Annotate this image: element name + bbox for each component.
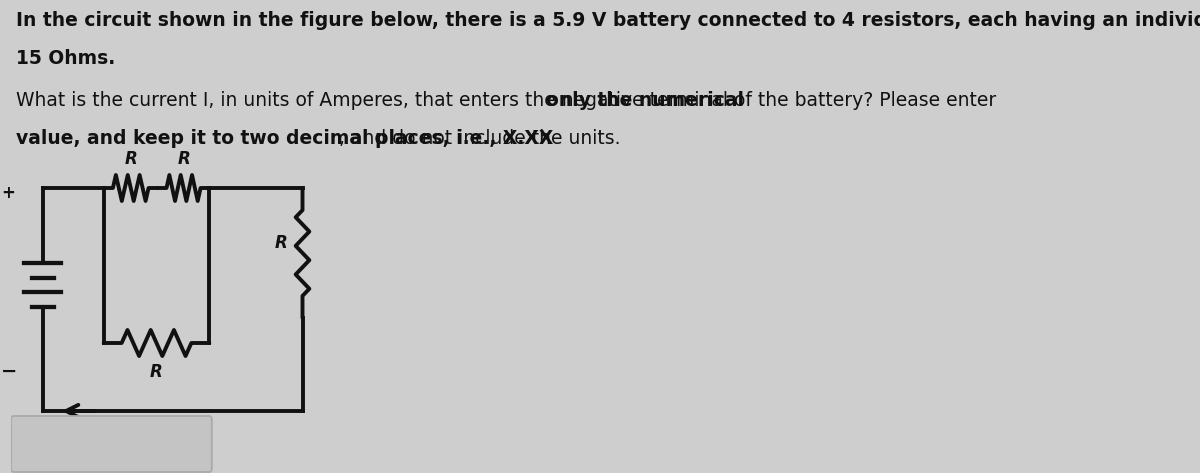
FancyBboxPatch shape bbox=[11, 416, 212, 472]
Text: , and do not include the units.: , and do not include the units. bbox=[338, 129, 620, 148]
Text: R: R bbox=[150, 363, 163, 381]
Text: −: − bbox=[0, 361, 17, 380]
Text: 15 Ohms.: 15 Ohms. bbox=[16, 49, 115, 68]
Text: In the circuit shown in the figure below, there is a 5.9 V battery connected to : In the circuit shown in the figure below… bbox=[16, 11, 1200, 30]
Text: R: R bbox=[178, 150, 190, 168]
Text: I: I bbox=[76, 431, 82, 449]
Text: +: + bbox=[1, 184, 16, 202]
Text: R: R bbox=[125, 150, 137, 168]
Text: R: R bbox=[275, 234, 287, 252]
Text: What is the current I, in units of Amperes, that enters the negative terminal of: What is the current I, in units of Amper… bbox=[16, 91, 1002, 110]
Text: only the numerical: only the numerical bbox=[546, 91, 744, 110]
Text: value, and keep it to two decimal places, i.e., X.XX: value, and keep it to two decimal places… bbox=[16, 129, 553, 148]
